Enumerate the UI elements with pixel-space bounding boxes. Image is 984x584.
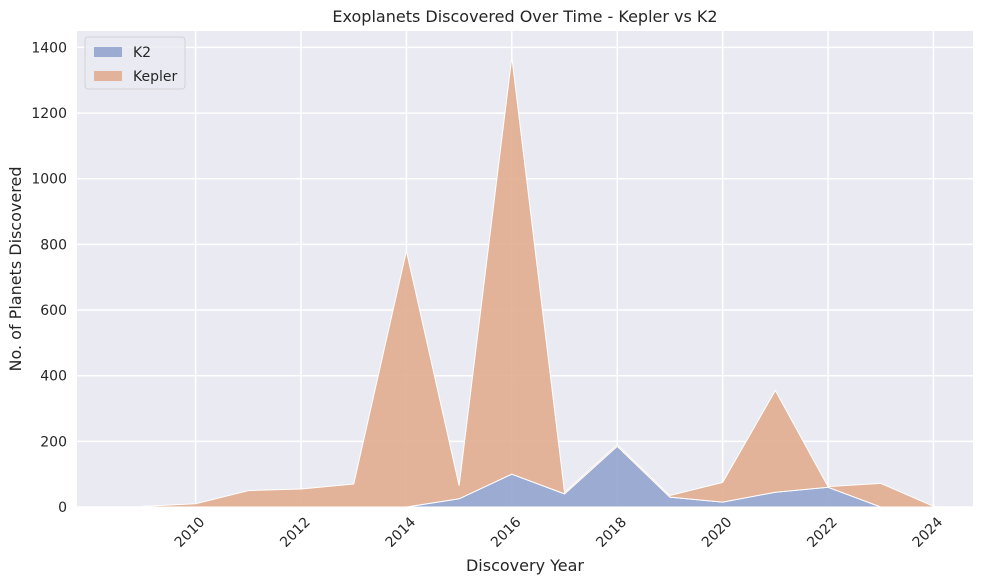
y-tick-label: 400 <box>40 369 67 385</box>
y-tick-label: 200 <box>40 434 67 450</box>
series-areas <box>142 57 934 508</box>
y-tick-label: 1200 <box>31 106 67 122</box>
legend: K2 Kepler <box>84 36 186 90</box>
legend-label-kepler: Kepler <box>133 69 177 85</box>
area-kepler <box>142 57 934 508</box>
y-tick-label: 0 <box>58 500 67 516</box>
y-tick-label: 1400 <box>31 40 67 56</box>
chart-title: Exoplanets Discovered Over Time - Kepler… <box>332 7 717 26</box>
y-tick-label: 1000 <box>31 172 67 188</box>
y-axis-ticks: 0 200 400 600 800 1000 1200 1400 <box>31 40 67 516</box>
legend-label-k2: K2 <box>133 45 151 61</box>
y-tick-label: 600 <box>40 303 67 319</box>
x-axis-label: Discovery Year <box>466 556 584 575</box>
legend-swatch-kepler <box>94 71 122 81</box>
y-axis-label: No. of Planets Discovered <box>6 167 25 372</box>
legend-swatch-k2 <box>94 47 122 57</box>
y-tick-label: 800 <box>40 237 67 253</box>
